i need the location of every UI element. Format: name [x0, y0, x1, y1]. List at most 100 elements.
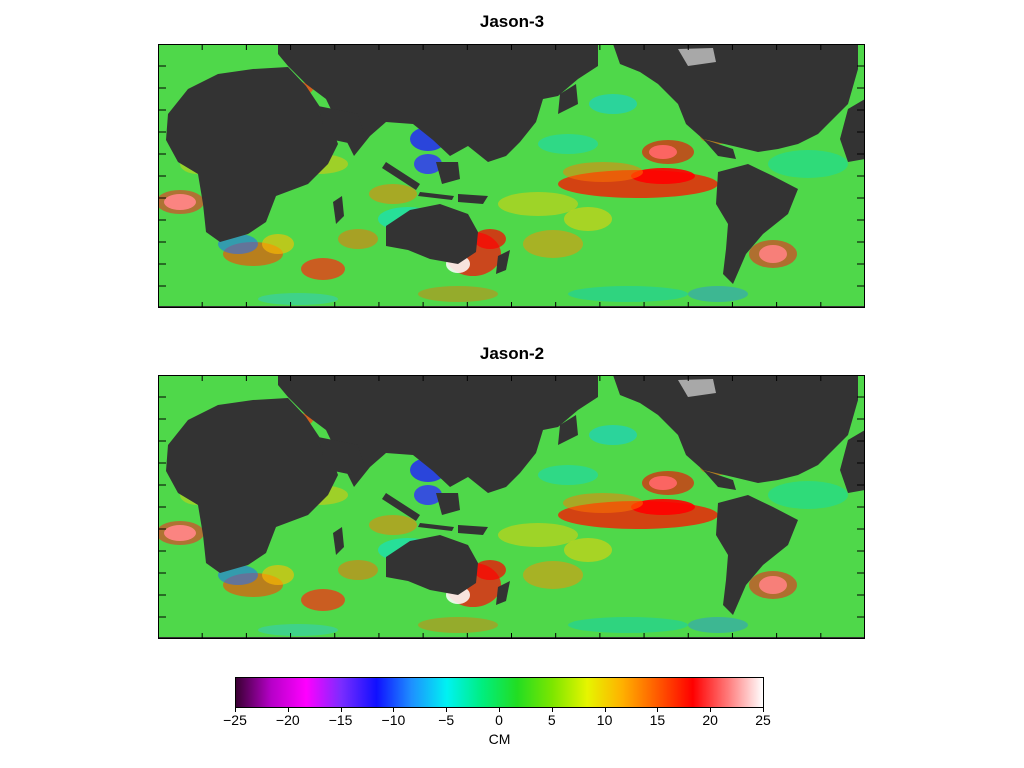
sea-level-anomaly-patch — [498, 192, 578, 216]
colorbar-tick-mark — [287, 707, 289, 712]
map-title-jason-2: Jason-2 — [479, 344, 545, 363]
sea-level-anomaly-patch — [498, 523, 578, 547]
sea-level-anomaly-patch — [688, 617, 748, 633]
sea-level-anomaly-patch — [523, 561, 583, 589]
landmass — [840, 99, 865, 162]
colorbar-tick-mark — [710, 707, 712, 712]
sea-level-anomaly-patch — [418, 286, 498, 302]
landmass — [703, 470, 736, 490]
landmass — [418, 192, 454, 200]
colorbar-tick-label: −5 — [438, 712, 455, 728]
landmass — [840, 430, 865, 493]
landmass — [458, 194, 488, 204]
landmass — [613, 375, 858, 483]
sea-level-anomaly-patch — [158, 521, 204, 545]
landmass — [558, 415, 578, 445]
map-svg-jason-3 — [158, 44, 865, 308]
colorbar-tick-label: 10 — [596, 712, 613, 728]
sea-level-anomaly-patch — [589, 94, 637, 114]
sea-level-map-jason-3 — [158, 44, 865, 308]
landmass — [716, 164, 798, 284]
landmass — [418, 523, 454, 531]
sea-level-anomaly-patch — [258, 293, 338, 305]
colorbar-tick-label: 15 — [649, 712, 666, 728]
sea-level-anomaly-patch — [538, 465, 598, 485]
colorbar-tick-mark — [235, 707, 236, 712]
sea-level-anomaly-patch — [538, 134, 598, 154]
landmass — [703, 139, 736, 159]
landmass — [496, 581, 510, 605]
landmass — [333, 527, 344, 555]
sea-level-anomaly-patch — [768, 150, 848, 178]
sea-level-anomaly-patch — [262, 565, 294, 585]
sea-level-anomaly-patch — [523, 230, 583, 258]
sea-level-anomaly-patch — [564, 207, 612, 231]
colorbar-tick-mark — [393, 707, 395, 712]
landmass — [458, 525, 488, 535]
map-svg-jason-2 — [158, 375, 865, 639]
sea-level-anomaly-patch — [369, 184, 417, 204]
sea-level-anomaly-patch — [768, 481, 848, 509]
sea-level-anomaly-patch — [688, 286, 748, 302]
colorbar-tick-label: −10 — [381, 712, 406, 728]
sea-level-anomaly-patch — [301, 258, 345, 280]
colorbar-tick-mark — [499, 707, 500, 712]
colorbar-tick-label: 0 — [495, 712, 503, 728]
sea-level-anomaly-patch — [568, 617, 688, 633]
landmass — [166, 67, 338, 242]
sea-level-anomaly-patch — [564, 538, 612, 562]
sea-level-anomaly-patch — [414, 485, 442, 505]
sea-level-anomaly-patch — [642, 140, 694, 164]
sea-level-anomaly-patch — [631, 168, 695, 184]
sea-level-anomaly-patch — [563, 162, 643, 182]
sea-level-anomaly-patch — [338, 560, 378, 580]
landmass — [716, 495, 798, 615]
landmass — [436, 493, 460, 515]
landmass — [333, 196, 344, 224]
landmass — [496, 250, 510, 274]
sea-level-anomaly-patch — [262, 234, 294, 254]
sea-level-anomaly-patch — [749, 571, 797, 599]
sea-level-anomaly-patch — [642, 471, 694, 495]
map-title-jason-3: Jason-3 — [479, 12, 545, 31]
landmass — [318, 437, 364, 475]
greenland-ice — [678, 379, 716, 397]
colorbar-tick-label: 5 — [547, 712, 556, 728]
landmass — [386, 535, 478, 595]
sea-level-anomaly-patch — [474, 229, 506, 249]
sea-level-map-jason-2 — [158, 375, 865, 639]
sea-level-anomaly-patch — [338, 229, 378, 249]
landmass — [166, 398, 338, 573]
landmass — [613, 44, 858, 152]
sea-level-anomaly-patch — [414, 154, 442, 174]
colorbar-tick-mark — [657, 707, 659, 712]
landmass — [386, 204, 478, 264]
greenland-ice — [678, 48, 716, 66]
landmass — [382, 162, 420, 190]
sea-level-anomaly-patch — [158, 190, 204, 214]
sea-level-anomaly-patch — [369, 515, 417, 535]
colorbar-tick-label: −25 — [223, 712, 247, 728]
colorbar-tick-label: −20 — [275, 712, 300, 728]
sea-level-anomaly-patch — [301, 589, 345, 611]
colorbar-tick-mark — [551, 707, 553, 712]
colorbar-tick-mark — [446, 707, 448, 712]
colorbar-tick-mark — [340, 707, 342, 712]
sea-level-anomaly-patch — [589, 425, 637, 445]
sea-level-anomaly-patch — [749, 240, 797, 268]
colorbar-tick-label: −15 — [328, 712, 353, 728]
sea-level-anomaly-patch — [563, 493, 643, 513]
colorbar-tick-mark — [763, 707, 764, 712]
landmass — [318, 106, 364, 144]
sea-level-anomaly-patch — [258, 624, 338, 636]
colorbar-tick-mark — [604, 707, 606, 712]
colorbar: −25 −20 −15 −10 −5 0 5 10 15 20 25 CM — [223, 677, 771, 757]
colorbar-tick-label: 20 — [702, 712, 718, 728]
colorbar-tick-label: 25 — [755, 712, 771, 728]
landmass — [436, 162, 460, 184]
colorbar-gradient — [235, 677, 764, 708]
sea-level-anomaly-patch — [474, 560, 506, 580]
landmass — [382, 493, 420, 521]
sea-level-anomaly-patch — [631, 499, 695, 515]
colorbar-unit-label: CM — [488, 731, 511, 747]
